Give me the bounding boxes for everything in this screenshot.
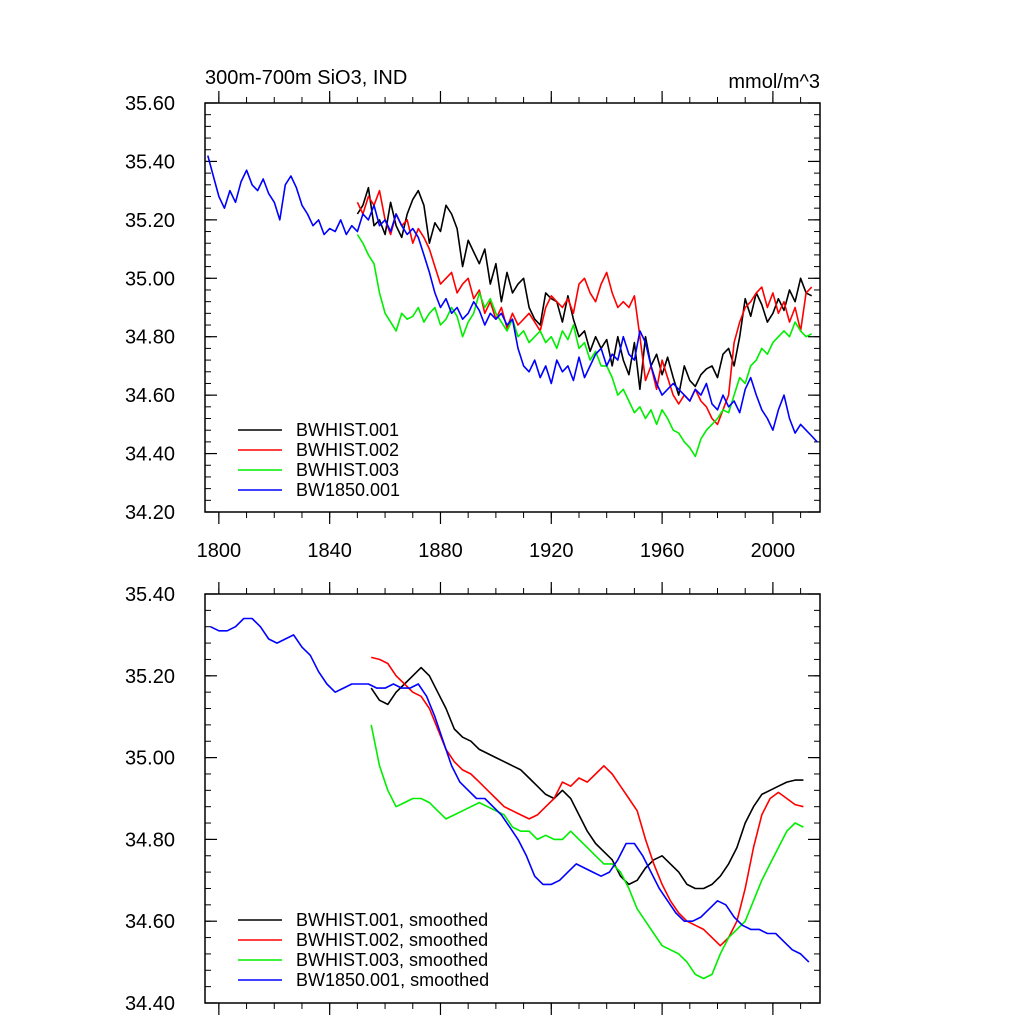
legend-label: BWHIST.001, smoothed [296,910,488,930]
y-tick-label: 34.60 [125,385,175,407]
top-lines [207,155,818,458]
legend-label: BWHIST.003, smoothed [296,950,488,970]
legend-label: BW1850.001, smoothed [296,970,489,990]
y-tick-label: 35.20 [125,210,175,232]
y-tick-label: 35.40 [125,584,175,606]
legend-label: BWHIST.002 [296,440,399,460]
x-tick-label: 1880 [418,540,463,562]
y-tick-label: 34.80 [125,829,175,851]
series-line-bwhist-002 [356,189,813,426]
top-panel: 300m-700m SiO3, IND mmol/m^3 34.2034.403… [125,67,821,562]
bottom-ticks: 34.40 34.60 34.80 35.00 35.20 35.40 [125,582,820,1015]
series-line-bwhist-001-smoothed [370,666,804,890]
y-tick-label: 34.20 [125,502,175,524]
y-tick-label: 34.60 [125,911,175,933]
y-tick-label: 35.00 [125,268,175,290]
x-tick-label: 1960 [640,540,685,562]
x-tick-label: 1800 [197,540,242,562]
top-ticks: 34.20 34.40 34.60 34.80 35.00 35.20 35.40 35.60… [125,91,820,562]
y-tick-label: 34.80 [125,327,175,349]
y-tick-label: 34.40 [125,444,175,466]
series-line-bwhist-003 [356,234,813,458]
series-line-bw1850-001-smoothed [210,617,810,963]
x-tick-label: 1920 [529,540,574,562]
y-tick-label: 35.20 [125,666,175,688]
legend-label: BWHIST.003 [296,460,399,480]
bottom-lines [210,617,810,980]
legend-label: BW1850.001 [296,480,400,500]
bottom-plot-frame [204,593,821,1004]
bottom-panel: 34.40 34.60 34.80 35.00 35.20 35.40 BWHIST.00… [125,582,821,1015]
y-tick-label: 34.40 [125,993,175,1015]
legend-label: BWHIST.001 [296,420,399,440]
top-plot-frame [204,102,821,513]
series-line-bw1850-001 [207,155,818,443]
top-chart-units: mmol/m^3 [728,71,820,93]
series-line-bwhist-003-smoothed [370,724,804,980]
x-tick-label: 2000 [751,540,796,562]
top-chart-title: 300m-700m SiO3, IND [205,67,407,89]
y-tick-label: 35.00 [125,748,175,770]
x-tick-label: 1840 [307,540,352,562]
legend-label: BWHIST.002, smoothed [296,930,488,950]
y-tick-label: 35.60 [125,93,175,115]
y-tick-label: 35.40 [125,151,175,173]
series-line-bwhist-001 [356,186,813,396]
